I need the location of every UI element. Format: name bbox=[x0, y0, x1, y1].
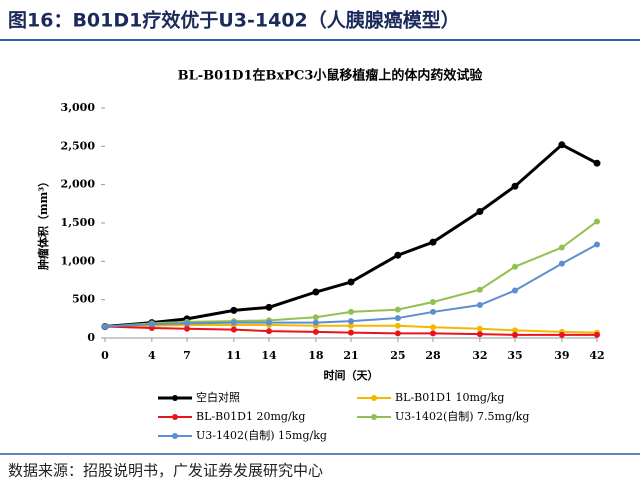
data-point bbox=[594, 241, 600, 248]
data-point bbox=[512, 331, 518, 338]
chart-title: BL-B01D1在BxPC3小鼠移植瘤上的体内药效试验 bbox=[178, 68, 484, 84]
x-tick-label: 4 bbox=[148, 349, 156, 362]
data-point bbox=[430, 324, 436, 331]
data-point bbox=[312, 319, 319, 326]
x-tick-label: 14 bbox=[261, 349, 277, 362]
x-tick-label: 18 bbox=[308, 349, 324, 362]
data-point bbox=[266, 328, 272, 335]
x-tick-label: 11 bbox=[226, 349, 241, 362]
x-tick-label: 7 bbox=[183, 349, 191, 362]
legend-marker bbox=[371, 414, 377, 420]
x-tick-label: 32 bbox=[472, 349, 487, 362]
legend-label: U3-1402(自制) 7.5mg/kg bbox=[395, 410, 529, 423]
data-point bbox=[265, 303, 273, 311]
data-point bbox=[102, 323, 108, 330]
data-point bbox=[430, 308, 436, 315]
data-point bbox=[266, 319, 272, 326]
y-axis-label: 肿瘤体积（mm³） bbox=[36, 176, 50, 270]
figure-title: 图16：B01D1疗效优于U3-1402（人胰腺癌模型） bbox=[8, 9, 460, 32]
data-point bbox=[348, 318, 354, 325]
data-point bbox=[230, 319, 237, 326]
data-point bbox=[184, 325, 190, 332]
y-tick-label: 500 bbox=[72, 293, 95, 306]
legend-marker bbox=[172, 414, 178, 420]
legend-label: BL-B01D1 10mg/kg bbox=[395, 391, 504, 404]
data-point bbox=[347, 278, 355, 286]
data-point bbox=[558, 244, 565, 251]
x-tick-label: 28 bbox=[425, 349, 441, 362]
data-point bbox=[348, 329, 354, 336]
x-tick-label: 42 bbox=[589, 349, 604, 362]
data-point bbox=[148, 321, 155, 328]
data-point bbox=[512, 327, 518, 334]
data-point bbox=[476, 302, 483, 309]
data-point bbox=[512, 263, 518, 270]
data-point bbox=[230, 306, 238, 314]
data-point bbox=[394, 306, 401, 313]
data-point bbox=[476, 325, 483, 332]
x-tick-label: 35 bbox=[507, 349, 522, 362]
data-point bbox=[312, 328, 319, 335]
data-point bbox=[184, 320, 190, 327]
data-point bbox=[476, 331, 483, 338]
y-tick-label: 0 bbox=[87, 331, 95, 344]
legend-label: BL-B01D1 20mg/kg bbox=[196, 410, 305, 423]
y-tick-label: 3,000 bbox=[61, 101, 96, 114]
x-tick-label: 39 bbox=[554, 349, 569, 362]
data-point bbox=[594, 331, 600, 338]
source: 数据来源：招股说明书，广发证券发展研究中心 bbox=[8, 462, 323, 480]
data-point bbox=[558, 260, 565, 267]
legend-marker bbox=[172, 395, 178, 401]
y-tick-label: 2,000 bbox=[61, 178, 96, 191]
x-tick-label: 21 bbox=[343, 349, 358, 362]
data-point bbox=[348, 308, 354, 315]
x-tick-label: 0 bbox=[101, 349, 109, 362]
data-point bbox=[230, 326, 237, 333]
data-point bbox=[394, 322, 401, 329]
data-point bbox=[312, 314, 319, 321]
data-point bbox=[429, 238, 437, 246]
data-point bbox=[312, 288, 320, 296]
x-tick-label: 25 bbox=[390, 349, 405, 362]
data-point bbox=[558, 141, 566, 149]
x-axis-label: 时间（天） bbox=[324, 368, 379, 382]
legend-marker bbox=[172, 433, 178, 439]
data-point bbox=[394, 330, 401, 337]
data-point bbox=[430, 330, 436, 337]
data-point bbox=[558, 331, 565, 338]
legend-label: U3-1402(自制) 15mg/kg bbox=[196, 429, 327, 442]
y-tick-label: 1,500 bbox=[61, 216, 96, 229]
y-tick-label: 2,500 bbox=[61, 139, 96, 152]
legend-label: 空白对照 bbox=[196, 390, 240, 404]
data-point bbox=[593, 159, 601, 167]
data-point bbox=[511, 182, 519, 190]
series-line bbox=[104, 142, 598, 328]
data-point bbox=[512, 287, 518, 294]
data-point bbox=[476, 208, 484, 215]
data-point bbox=[348, 322, 354, 329]
data-point bbox=[394, 251, 402, 259]
data-point bbox=[394, 315, 401, 322]
data-point bbox=[476, 286, 483, 293]
y-tick-label: 1,000 bbox=[61, 254, 96, 267]
legend-marker bbox=[371, 395, 377, 401]
data-point bbox=[430, 298, 436, 305]
data-point bbox=[594, 218, 600, 225]
